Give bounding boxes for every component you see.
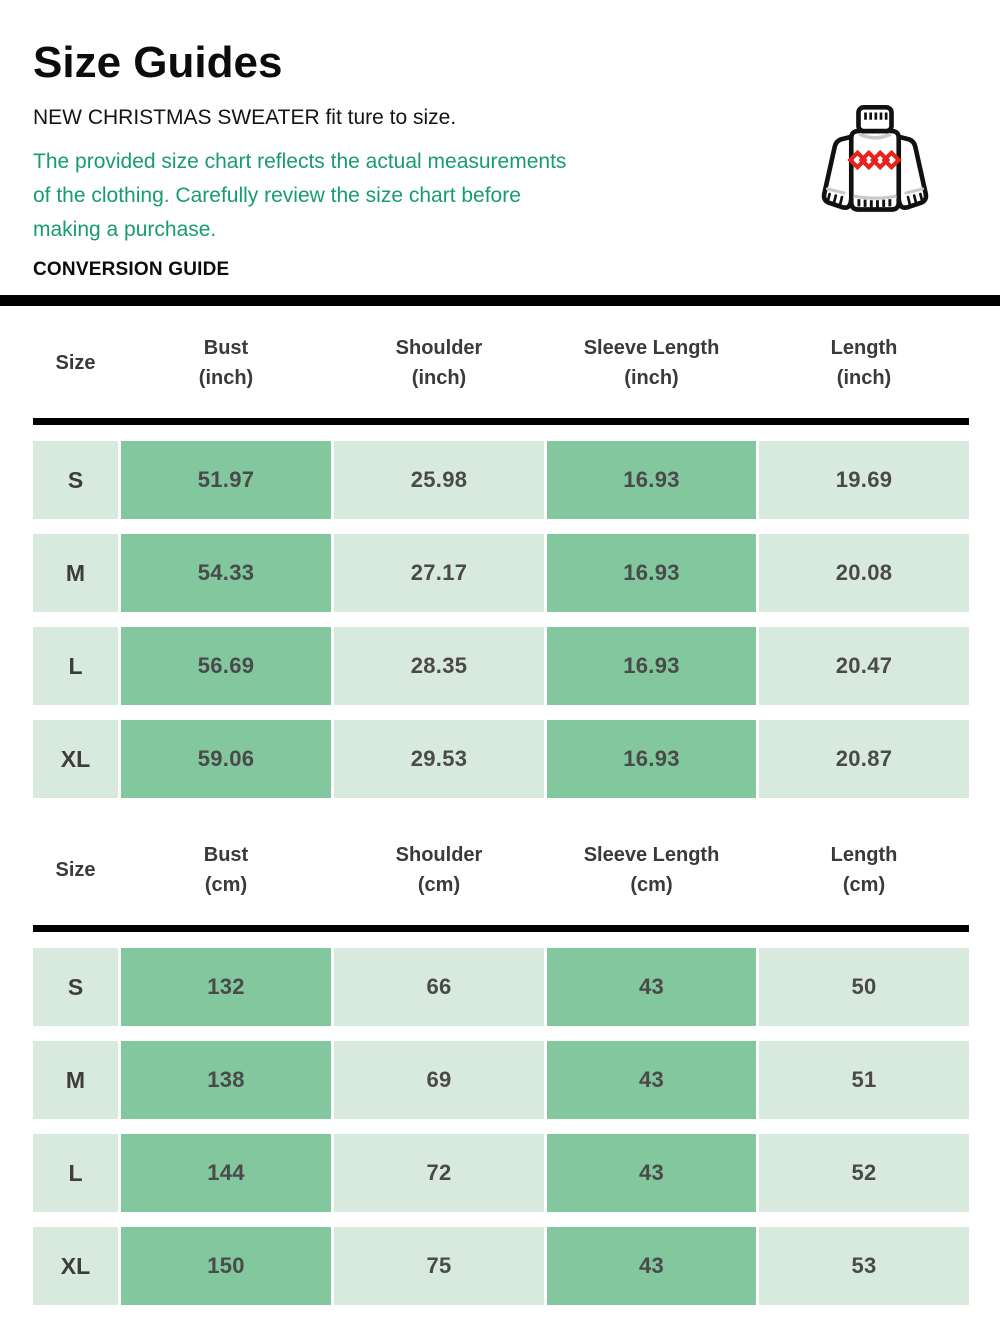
shoulder-cell: 72 [334,1134,544,1212]
sleeve-cell: 16.93 [547,720,756,798]
header-cell-size: Size [55,859,96,881]
size-cell: L [33,1134,118,1212]
bust-cell: 144 [121,1134,331,1212]
description-line: The provided size chart reflects the act… [33,150,567,173]
table-row: XL 150 75 43 53 [33,1227,969,1305]
header-cell-length: Length (inch) [830,337,898,389]
header-cell-length: Length (cm) [830,844,898,896]
length-cell: 20.08 [759,534,969,612]
shoulder-cell: 69 [334,1041,544,1119]
shoulder-cell: 75 [334,1227,544,1305]
conversion-guide-label: CONVERSION GUIDE [33,259,230,280]
header-cell-size: Size [55,352,96,374]
page-title: Size Guides [33,38,283,87]
size-cell: XL [33,1227,118,1305]
description-line: making a purchase. [33,218,217,241]
sleeve-cell: 43 [547,948,756,1026]
bust-cell: 132 [121,948,331,1026]
header-cell-shoulder: Shoulder (cm) [395,844,483,896]
shoulder-cell: 27.17 [334,534,544,612]
product-fit-subtitle: NEW CHRISTMAS SWEATER fit ture to size. [33,106,457,129]
length-cell: 53 [759,1227,969,1305]
bust-cell: 51.97 [121,441,331,519]
sleeve-cell: 16.93 [547,534,756,612]
shoulder-cell: 25.98 [334,441,544,519]
length-cell: 50 [759,948,969,1026]
length-cell: 20.87 [759,720,969,798]
page-header: Size Guides NEW CHRISTMAS SWEATER fit tu… [0,0,1000,281]
size-table-cm: Size Bust (cm) Shoulder (cm) Sleeve Leng… [33,813,969,1305]
table-header-divider [33,925,969,932]
table-row: XL 59.06 29.53 16.93 20.87 [33,720,969,798]
size-chart-description: The provided size chart reflects the act… [33,145,967,247]
size-cell: XL [33,720,118,798]
table-row: L 56.69 28.35 16.93 20.47 [33,627,969,705]
table-row: S 51.97 25.98 16.93 19.69 [33,441,969,519]
sleeve-cell: 43 [547,1041,756,1119]
size-cell: M [33,534,118,612]
header-cell-sleeve-length: Sleeve Length (cm) [583,844,720,896]
shoulder-cell: 28.35 [334,627,544,705]
bust-cell: 59.06 [121,720,331,798]
size-cell: S [33,948,118,1026]
bust-cell: 138 [121,1041,331,1119]
table-row: L 144 72 43 52 [33,1134,969,1212]
bust-cell: 56.69 [121,627,331,705]
bust-cell: 150 [121,1227,331,1305]
size-cell: S [33,441,118,519]
shoulder-cell: 29.53 [334,720,544,798]
header-cell-bust: Bust (cm) [203,844,249,896]
length-cell: 51 [759,1041,969,1119]
table-header-row: Size Bust (cm) Shoulder (cm) Sleeve Leng… [33,813,969,925]
sleeve-cell: 16.93 [547,441,756,519]
length-cell: 19.69 [759,441,969,519]
sleeve-cell: 16.93 [547,627,756,705]
length-cell: 20.47 [759,627,969,705]
sleeve-cell: 43 [547,1134,756,1212]
sleeve-cell: 43 [547,1227,756,1305]
description-line: of the clothing. Carefully review the si… [33,184,521,207]
size-table-inches: Size Bust (inch) Shoulder (inch) Sleeve … [33,306,969,798]
length-cell: 52 [759,1134,969,1212]
shoulder-cell: 66 [334,948,544,1026]
table-row: M 138 69 43 51 [33,1041,969,1119]
section-divider-bar [0,295,1000,306]
table-header-row: Size Bust (inch) Shoulder (inch) Sleeve … [33,306,969,418]
table-row: S 132 66 43 50 [33,948,969,1026]
header-cell-sleeve-length: Sleeve Length (inch) [583,337,720,389]
table-row: M 54.33 27.17 16.93 20.08 [33,534,969,612]
header-cell-bust: Bust (inch) [198,337,254,389]
sweater-icon [810,96,940,226]
bust-cell: 54.33 [121,534,331,612]
header-cell-shoulder: Shoulder (inch) [395,337,483,389]
size-cell: M [33,1041,118,1119]
table-header-divider [33,418,969,425]
size-cell: L [33,627,118,705]
